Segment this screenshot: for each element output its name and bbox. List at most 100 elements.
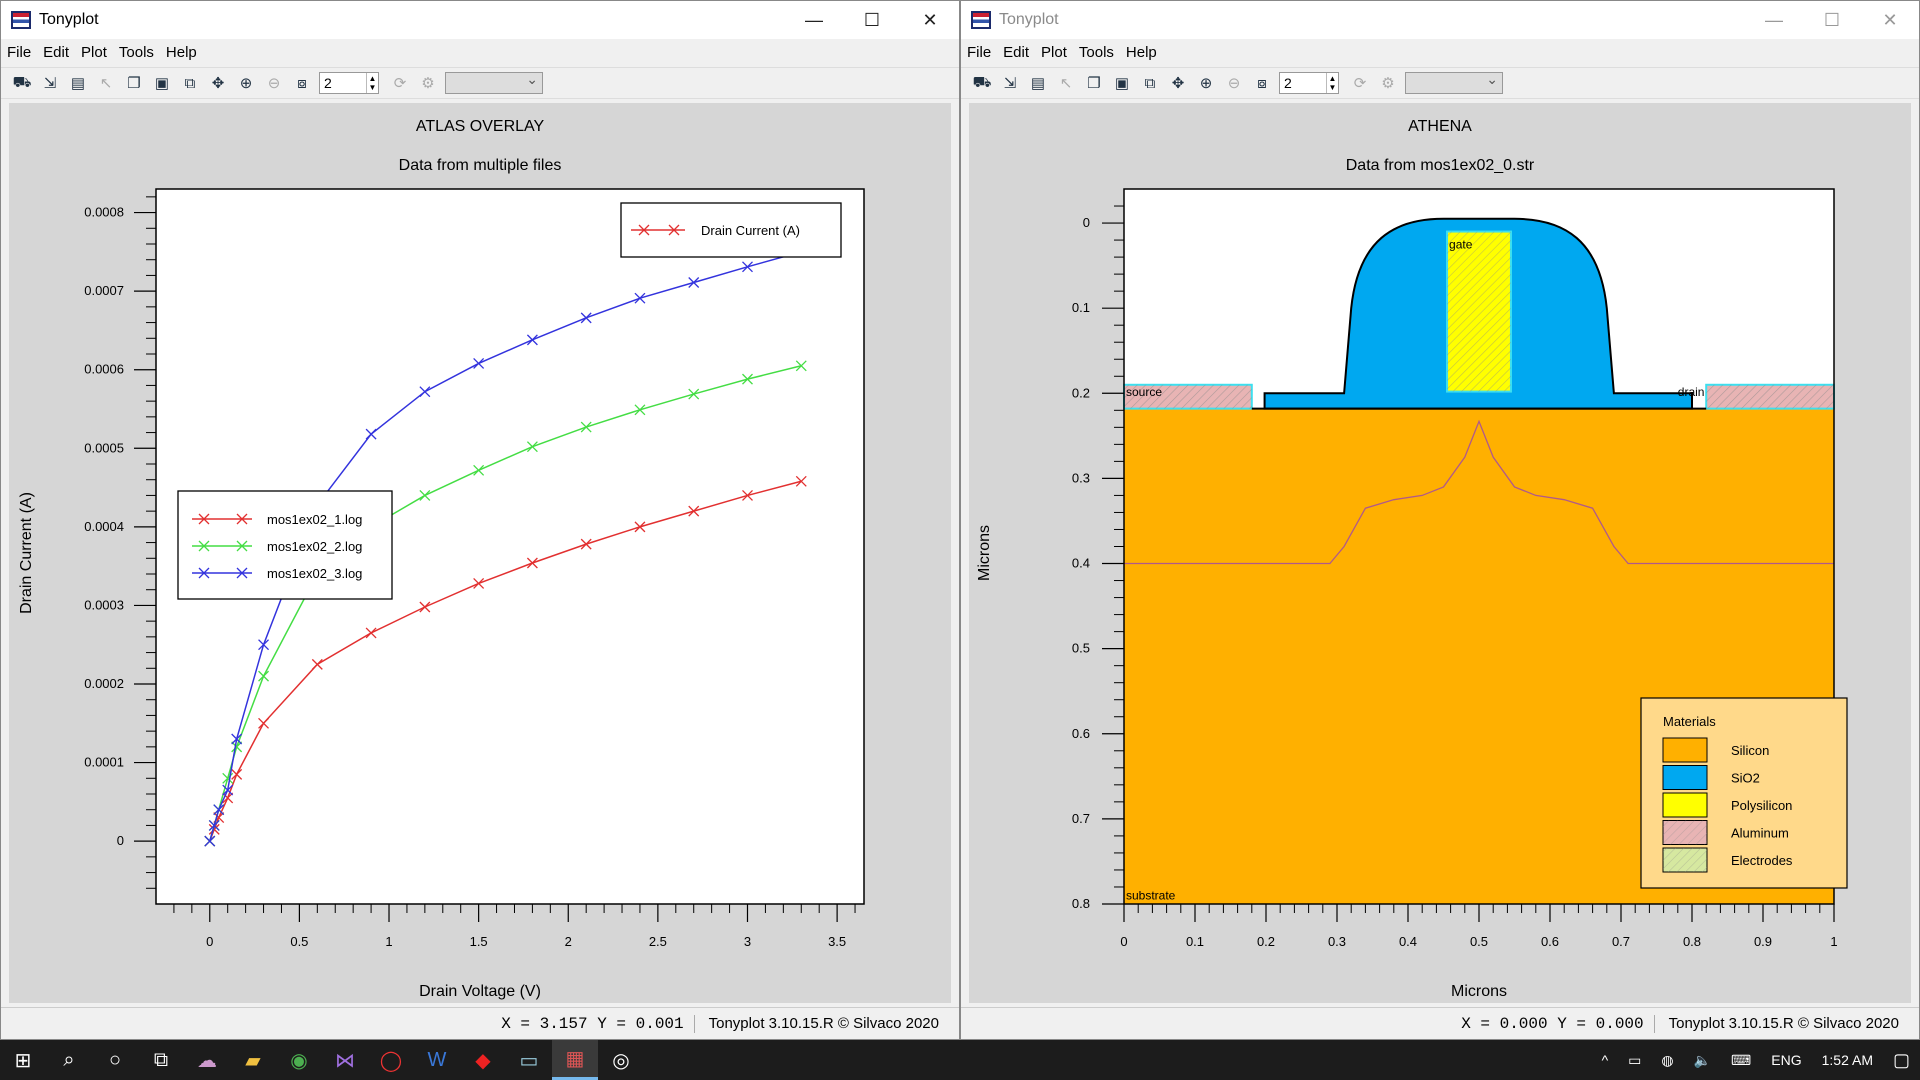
cursor-icon[interactable]: ↖: [1059, 75, 1073, 92]
pan-icon[interactable]: ✥: [1171, 75, 1185, 92]
chart-subtitle: Data from multiple files: [399, 157, 562, 174]
delete-icon[interactable]: ▣: [1114, 75, 1130, 92]
data-point: [419, 489, 431, 501]
material-label-1: Silicon: [1731, 743, 1769, 758]
series-line-3: [209, 251, 802, 842]
data-point: [365, 428, 377, 440]
tonyplot-app-icon: [11, 11, 31, 29]
close-button[interactable]: ✕: [922, 9, 938, 30]
app-icon[interactable]: ☁: [197, 1049, 217, 1072]
status-bar: X = 3.157 Y = 0.001 Tonyplot 3.10.15.R ©…: [1, 1007, 959, 1039]
menu-file[interactable]: File: [967, 43, 992, 61]
y-tick-label: 0: [117, 833, 124, 848]
tonyplot-icon[interactable]: ▦: [552, 1040, 598, 1080]
pan-icon[interactable]: ✥: [211, 75, 225, 92]
menu-tools[interactable]: Tools: [1078, 43, 1114, 61]
menu-edit[interactable]: Edit: [1003, 43, 1030, 61]
battery-icon[interactable]: ▭: [1628, 1051, 1642, 1068]
title-bar[interactable]: Tonyplot — ☐ ✕: [961, 1, 1919, 39]
data-point: [742, 373, 753, 385]
task-view-icon[interactable]: ⧉: [153, 1048, 169, 1071]
zoom-in-icon[interactable]: ⊕: [239, 75, 253, 92]
menu-plot[interactable]: Plot: [81, 43, 107, 61]
plot-select-dropdown[interactable]: [445, 71, 543, 94]
zoom-box-icon[interactable]: ⧇: [1257, 74, 1267, 92]
x-axis-label: Microns: [1451, 983, 1507, 1000]
menu-help[interactable]: Help: [1125, 43, 1157, 61]
keyboard-icon[interactable]: ⌨: [1731, 1051, 1752, 1068]
chrome-icon[interactable]: ◉: [290, 1049, 308, 1072]
zoom-stepper[interactable]: 2 ▲ ▼: [319, 72, 379, 94]
data-point: [419, 386, 431, 398]
refresh-icon[interactable]: ⟳: [1353, 75, 1367, 92]
menu-edit[interactable]: Edit: [43, 43, 70, 61]
notifications-icon[interactable]: ▢: [1892, 1049, 1910, 1070]
zoom-stepper[interactable]: 2 ▲ ▼: [1279, 72, 1339, 94]
settings-icon[interactable]: ⚙: [421, 75, 435, 92]
menu-help[interactable]: Help: [165, 43, 197, 61]
data-point: [311, 658, 323, 670]
data-point: [795, 475, 807, 487]
zoom-in-icon[interactable]: ⊕: [1199, 75, 1213, 92]
clock[interactable]: 1:52 AM: [1821, 1052, 1873, 1068]
delete-icon[interactable]: ▣: [154, 75, 170, 92]
volume-icon[interactable]: 🔈: [1693, 1051, 1712, 1068]
duplicate-icon[interactable]: ⧉: [184, 74, 196, 92]
print-icon[interactable]: ▤: [70, 75, 86, 92]
maximize-button[interactable]: ☐: [1823, 9, 1841, 30]
atlas-overlay-chart[interactable]: ATLAS OVERLAY Data from multiple files 0 0.…: [9, 103, 951, 1003]
network-icon[interactable]: ◍: [1661, 1051, 1674, 1068]
open-icon[interactable]: ⛟: [12, 73, 32, 91]
x-tick-label: 0.4: [1399, 934, 1417, 949]
search-icon[interactable]: ⌕: [63, 1048, 75, 1071]
zoom-box-icon[interactable]: ⧇: [297, 74, 307, 92]
gate-electrode-hatch: [1447, 231, 1511, 392]
visual-studio-icon[interactable]: ⋈: [335, 1049, 355, 1072]
acrobat-icon[interactable]: ◆: [475, 1049, 491, 1072]
opera-icon[interactable]: ◯: [379, 1049, 403, 1072]
x-tick-label: 1: [385, 934, 392, 949]
copy-icon[interactable]: ❐: [127, 75, 141, 92]
zoom-out-icon[interactable]: ⊖: [1227, 75, 1241, 92]
duplicate-icon[interactable]: ⧉: [1144, 74, 1156, 92]
obs-icon[interactable]: ◎: [612, 1049, 630, 1072]
data-point: [231, 768, 243, 780]
print-icon[interactable]: ▤: [1030, 75, 1046, 92]
import-icon[interactable]: ⇲: [43, 75, 57, 92]
settings-icon[interactable]: ⚙: [1381, 75, 1395, 92]
import-icon[interactable]: ⇲: [1003, 75, 1017, 92]
notepad-icon[interactable]: ▭: [519, 1049, 539, 1072]
minimize-button[interactable]: —: [1765, 9, 1783, 30]
x-tick-label: 1.5: [470, 934, 488, 949]
refresh-icon[interactable]: ⟳: [393, 75, 407, 92]
y-tick-label: 0.8: [1072, 896, 1090, 911]
cursor-icon[interactable]: ↖: [99, 75, 113, 92]
minimize-button[interactable]: —: [805, 9, 823, 30]
start-icon[interactable]: ⊞: [14, 1049, 32, 1072]
language-indicator[interactable]: ENG: [1771, 1052, 1802, 1068]
title-bar[interactable]: Tonyplot — ☐ ✕: [1, 1, 959, 39]
legend-marker-1: [198, 513, 248, 525]
cursor-coordinates: X = 0.000 Y = 0.000: [1461, 1014, 1655, 1033]
cortana-icon[interactable]: ○: [108, 1048, 122, 1071]
open-icon[interactable]: ⛟: [972, 73, 992, 91]
y-tick-label: 0.0005: [84, 440, 124, 455]
plot-select-dropdown[interactable]: [1405, 71, 1503, 94]
y-tick-label: 0.0002: [84, 676, 124, 691]
maximize-button[interactable]: ☐: [863, 9, 881, 30]
close-button[interactable]: ✕: [1882, 9, 1898, 30]
menu-file[interactable]: File: [7, 43, 32, 61]
data-point: [742, 261, 753, 273]
chevron-up-icon[interactable]: ^: [1601, 1052, 1609, 1068]
drain-hatch: [1706, 384, 1834, 409]
menu-plot[interactable]: Plot: [1041, 43, 1067, 61]
legend-top-marker: [638, 224, 680, 236]
x-axis-label: Drain Voltage (V): [419, 983, 541, 1000]
zoom-out-icon[interactable]: ⊖: [267, 75, 281, 92]
x-tick-label: 2: [565, 934, 572, 949]
word-icon[interactable]: W: [427, 1048, 447, 1071]
menu-tools[interactable]: Tools: [118, 43, 154, 61]
copy-icon[interactable]: ❐: [1087, 75, 1101, 92]
explorer-icon[interactable]: ▰: [245, 1049, 261, 1072]
